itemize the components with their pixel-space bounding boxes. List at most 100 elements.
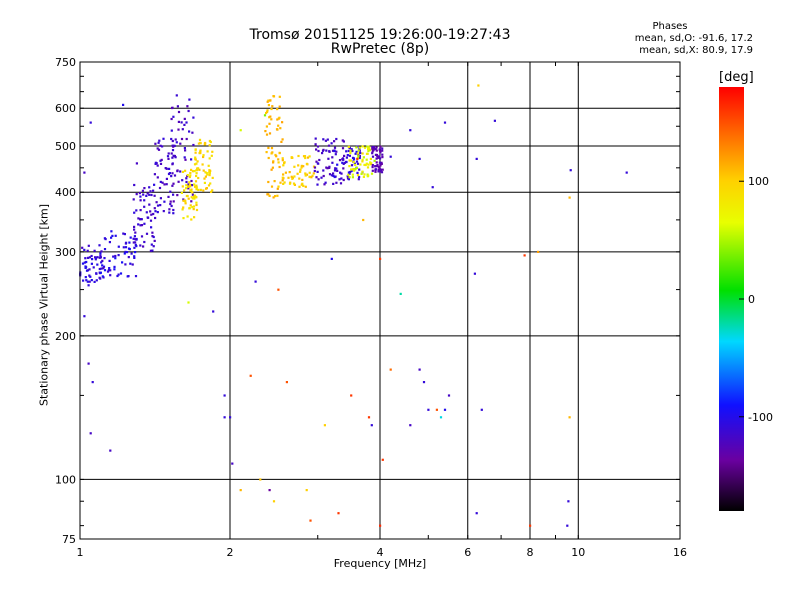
data-point xyxy=(278,165,281,169)
data-point xyxy=(314,143,317,146)
data-point xyxy=(282,164,285,167)
data-point xyxy=(155,201,158,204)
data-point xyxy=(143,222,146,225)
data-point xyxy=(148,186,151,189)
phase-stats-title: Phases xyxy=(652,21,688,32)
data-point xyxy=(99,277,102,280)
phase-stats-x: mean, sd,X: 80.9, 17.9 xyxy=(639,45,753,56)
data-point xyxy=(133,255,136,258)
data-point xyxy=(312,172,315,175)
data-point xyxy=(350,394,353,397)
x-tick-label: 4 xyxy=(377,546,384,559)
data-point xyxy=(291,177,294,180)
data-point xyxy=(373,159,376,162)
data-point xyxy=(357,149,360,152)
data-point xyxy=(128,248,131,251)
data-point xyxy=(317,178,320,181)
data-point xyxy=(96,263,99,266)
data-point xyxy=(231,462,234,465)
data-point xyxy=(325,149,328,152)
data-point xyxy=(193,183,196,186)
data-point xyxy=(367,174,370,177)
data-point xyxy=(376,165,379,168)
data-point xyxy=(374,168,377,171)
data-point xyxy=(330,174,333,177)
data-point xyxy=(351,176,354,179)
data-point xyxy=(266,193,269,196)
data-point xyxy=(274,195,277,198)
data-point xyxy=(223,394,226,397)
data-point xyxy=(108,259,111,262)
data-point xyxy=(348,176,351,179)
data-point xyxy=(523,254,526,257)
data-point xyxy=(134,251,137,254)
data-point xyxy=(156,164,159,167)
data-point xyxy=(370,172,374,175)
data-point xyxy=(318,158,321,162)
data-point xyxy=(156,147,159,150)
data-point xyxy=(184,200,187,203)
data-point xyxy=(172,212,175,215)
data-point xyxy=(358,175,361,179)
data-point xyxy=(359,151,362,155)
data-point xyxy=(117,245,120,248)
data-point xyxy=(271,105,274,108)
data-point xyxy=(182,217,185,220)
data-point xyxy=(348,154,351,157)
data-point xyxy=(322,138,325,141)
data-point xyxy=(191,170,194,173)
x-tick-label: 10 xyxy=(571,546,585,559)
data-point xyxy=(409,129,412,132)
data-point xyxy=(133,225,136,228)
data-point xyxy=(192,116,195,119)
data-point xyxy=(93,249,96,252)
data-point xyxy=(170,152,173,155)
data-point xyxy=(361,145,364,148)
data-point xyxy=(177,128,180,131)
data-point xyxy=(197,188,200,191)
data-point xyxy=(304,174,307,177)
data-point xyxy=(153,183,156,186)
data-point xyxy=(354,163,357,166)
data-point xyxy=(184,158,187,161)
data-point xyxy=(146,216,149,219)
data-point xyxy=(355,150,358,153)
data-point xyxy=(149,190,152,193)
data-point xyxy=(116,274,119,278)
data-point xyxy=(363,146,367,149)
data-point xyxy=(117,254,120,257)
data-point xyxy=(284,171,287,174)
data-point xyxy=(85,279,88,282)
data-point xyxy=(87,284,90,287)
data-point xyxy=(353,169,356,172)
data-point xyxy=(195,172,198,175)
data-point xyxy=(371,166,374,169)
data-point xyxy=(193,163,197,166)
data-point xyxy=(380,162,383,165)
data-point xyxy=(204,171,207,174)
data-point xyxy=(123,233,126,236)
data-point xyxy=(143,199,146,202)
data-point xyxy=(381,149,384,152)
data-point xyxy=(349,149,352,152)
data-point xyxy=(206,150,209,153)
data-point xyxy=(335,181,338,184)
data-point xyxy=(345,156,348,159)
data-point xyxy=(360,172,363,175)
data-point xyxy=(272,500,276,503)
data-point xyxy=(367,416,371,419)
data-point xyxy=(310,176,313,179)
data-point xyxy=(268,194,271,197)
data-point xyxy=(185,121,188,124)
data-point xyxy=(366,145,369,148)
data-point xyxy=(84,265,87,268)
data-point xyxy=(180,121,183,124)
data-point xyxy=(171,139,174,143)
data-point xyxy=(308,155,311,158)
data-point xyxy=(86,256,90,259)
data-point xyxy=(278,151,281,154)
data-point xyxy=(315,176,318,179)
data-point xyxy=(477,84,480,87)
data-point xyxy=(202,155,205,159)
data-point xyxy=(272,160,275,163)
